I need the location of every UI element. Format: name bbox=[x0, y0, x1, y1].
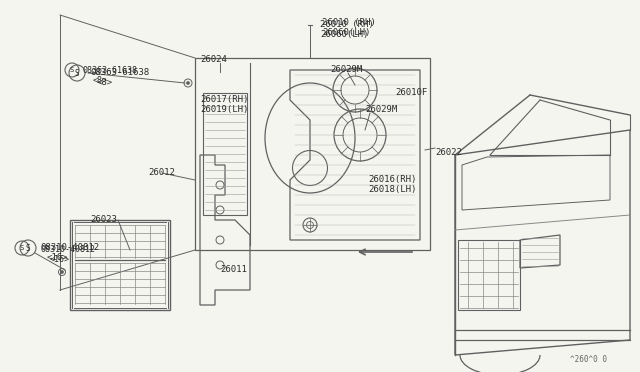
Text: <8>: <8> bbox=[97, 78, 113, 87]
Text: ^260^0 0: ^260^0 0 bbox=[570, 355, 607, 364]
Text: 08310-40812: 08310-40812 bbox=[40, 245, 95, 254]
Text: 08363-61638: 08363-61638 bbox=[82, 66, 137, 75]
Text: 26023: 26023 bbox=[90, 215, 117, 224]
Text: 26018(LH): 26018(LH) bbox=[368, 185, 417, 194]
Text: <16>: <16> bbox=[47, 253, 68, 262]
Text: <8>: <8> bbox=[93, 76, 108, 85]
Text: 26019(LH): 26019(LH) bbox=[200, 105, 248, 114]
Text: S: S bbox=[70, 67, 74, 73]
Text: S: S bbox=[75, 68, 79, 77]
Text: 26011: 26011 bbox=[220, 265, 247, 274]
Circle shape bbox=[61, 270, 63, 273]
Circle shape bbox=[186, 81, 189, 84]
Text: 08310-40812: 08310-40812 bbox=[40, 243, 99, 252]
Text: S: S bbox=[20, 245, 24, 251]
Text: 26010 (RH): 26010 (RH) bbox=[320, 20, 374, 29]
Text: 26060(LH): 26060(LH) bbox=[322, 28, 371, 37]
Text: S: S bbox=[26, 244, 30, 253]
Text: 26024: 26024 bbox=[200, 55, 227, 64]
Text: 26029M: 26029M bbox=[365, 105, 397, 114]
Text: 26010 (RH): 26010 (RH) bbox=[322, 18, 376, 27]
Text: 26010F: 26010F bbox=[395, 88, 428, 97]
Text: 26022: 26022 bbox=[435, 148, 462, 157]
Text: <16>: <16> bbox=[50, 255, 70, 264]
Text: 26029M: 26029M bbox=[330, 65, 362, 74]
Text: 26016(RH): 26016(RH) bbox=[368, 175, 417, 184]
Text: 26017(RH): 26017(RH) bbox=[200, 95, 248, 104]
Text: 26060(LH): 26060(LH) bbox=[320, 30, 369, 39]
Text: 08363-61638: 08363-61638 bbox=[90, 68, 149, 77]
Text: 26012: 26012 bbox=[148, 168, 175, 177]
